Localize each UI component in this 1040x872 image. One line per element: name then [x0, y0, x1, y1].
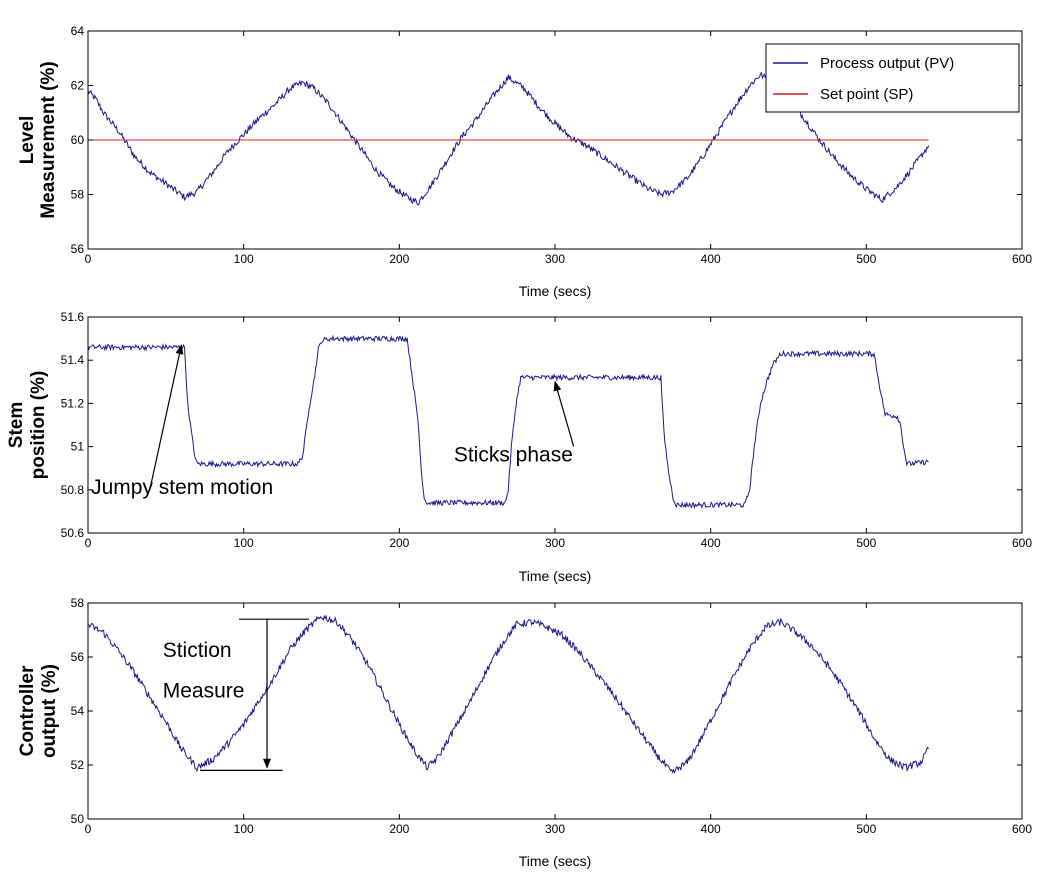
- x-tick-label: 400: [701, 252, 721, 266]
- x-tick-label: 500: [856, 536, 876, 550]
- annotation-text: Jumpy stem motion: [91, 476, 273, 499]
- level-measurement-panel: 0 100 200 300 400 500 600 56 58 60 62 64 Time (secs…: [17, 24, 1032, 299]
- y-tick-label: 51.6: [61, 310, 85, 324]
- y-tick-label: 58: [71, 188, 85, 202]
- x-tick-label: 600: [1012, 822, 1032, 836]
- y-tick-label: 56: [71, 650, 85, 664]
- tick-layer: 0 100 200 300 400 500 600 50 52 54 56 58: [71, 596, 1033, 836]
- x-tick-label: 500: [856, 252, 876, 266]
- x-tick-label: 0: [85, 822, 92, 836]
- x-axis-label: Time (secs): [519, 853, 592, 869]
- y-tick-label: 50.6: [61, 526, 85, 540]
- annotation-arrow: [553, 380, 575, 447]
- y-axis-label-line-1: Controller: [17, 665, 38, 756]
- x-tick-label: 100: [234, 536, 254, 550]
- y-tick-label: 50.8: [61, 483, 85, 497]
- controller-output-panel: 0 100 200 300 400 500 600 50 52 54 56 58 Stiction Me…: [17, 596, 1032, 869]
- annotation-layer: Jumpy stem motion Sticks phase: [91, 344, 575, 499]
- y-tick-label: 62: [71, 79, 85, 93]
- y-axis-label-line-2: position (%): [28, 371, 49, 480]
- y-tick-label: 58: [71, 596, 85, 610]
- series-layer: [88, 614, 930, 774]
- y-tick-label: 51.2: [61, 396, 85, 410]
- x-tick-label: 200: [389, 822, 409, 836]
- y-tick-label: 54: [71, 704, 85, 718]
- x-tick-label: 300: [545, 822, 565, 836]
- x-tick-label: 300: [545, 252, 565, 266]
- stem-position-panel: 0 100 200 300 400 500 600 50.6 50.8 51 51.2 51.4 51.…: [6, 310, 1032, 584]
- y-axis-label-line-2: Measurement (%): [38, 61, 59, 218]
- x-tick-label: 600: [1012, 252, 1032, 266]
- x-axis-label: Time (secs): [519, 568, 592, 584]
- plot-area: [87, 602, 1023, 820]
- y-tick-label: 51.4: [61, 353, 85, 367]
- x-tick-label: 600: [1012, 536, 1032, 550]
- y-tick-label: 51: [71, 440, 85, 454]
- x-tick-label: 0: [85, 536, 92, 550]
- x-tick-label: 400: [701, 822, 721, 836]
- legend: Process output (PV) Set point (SP): [765, 43, 1020, 113]
- legend-box: [765, 43, 1020, 113]
- y-axis-label-line-1: Stem: [6, 402, 27, 448]
- legend-entry-sp: Set point (SP): [820, 86, 913, 103]
- x-axis-label: Time (secs): [519, 283, 592, 299]
- legend-entry-pv: Process output (PV): [820, 55, 954, 72]
- annotation-text: Stiction: [163, 639, 232, 662]
- annotation-arrow: [149, 344, 184, 488]
- series-layer: [87, 334, 929, 510]
- y-tick-label: 60: [71, 133, 85, 147]
- annotation-layer: Stiction Measure: [163, 618, 310, 772]
- tick-layer: 0 100 200 300 400 500 600 56 58 60 62 64: [71, 24, 1033, 266]
- tick-layer: 0 100 200 300 400 500 600 50.6 50.8 51 51.2 51.4 51.…: [61, 310, 1033, 550]
- series-line-0: [88, 614, 930, 774]
- plot-area: [87, 316, 1023, 534]
- annotation-text: Measure: [163, 680, 245, 703]
- y-tick-label: 52: [71, 758, 85, 772]
- y-axis-label-line-1: Level: [17, 116, 38, 165]
- series-line-0: [87, 334, 929, 510]
- y-tick-label: 64: [71, 24, 85, 38]
- x-tick-label: 300: [545, 536, 565, 550]
- x-tick-label: 200: [389, 252, 409, 266]
- x-tick-label: 100: [234, 822, 254, 836]
- annotation-text: Sticks phase: [454, 444, 573, 467]
- x-tick-label: 400: [701, 536, 721, 550]
- y-axis-label-line-2: output (%): [39, 664, 60, 758]
- y-tick-label: 50: [71, 812, 85, 826]
- x-tick-label: 500: [856, 822, 876, 836]
- y-tick-label: 56: [71, 242, 85, 256]
- x-tick-label: 100: [234, 252, 254, 266]
- x-tick-label: 200: [389, 536, 409, 550]
- x-tick-label: 0: [85, 252, 92, 266]
